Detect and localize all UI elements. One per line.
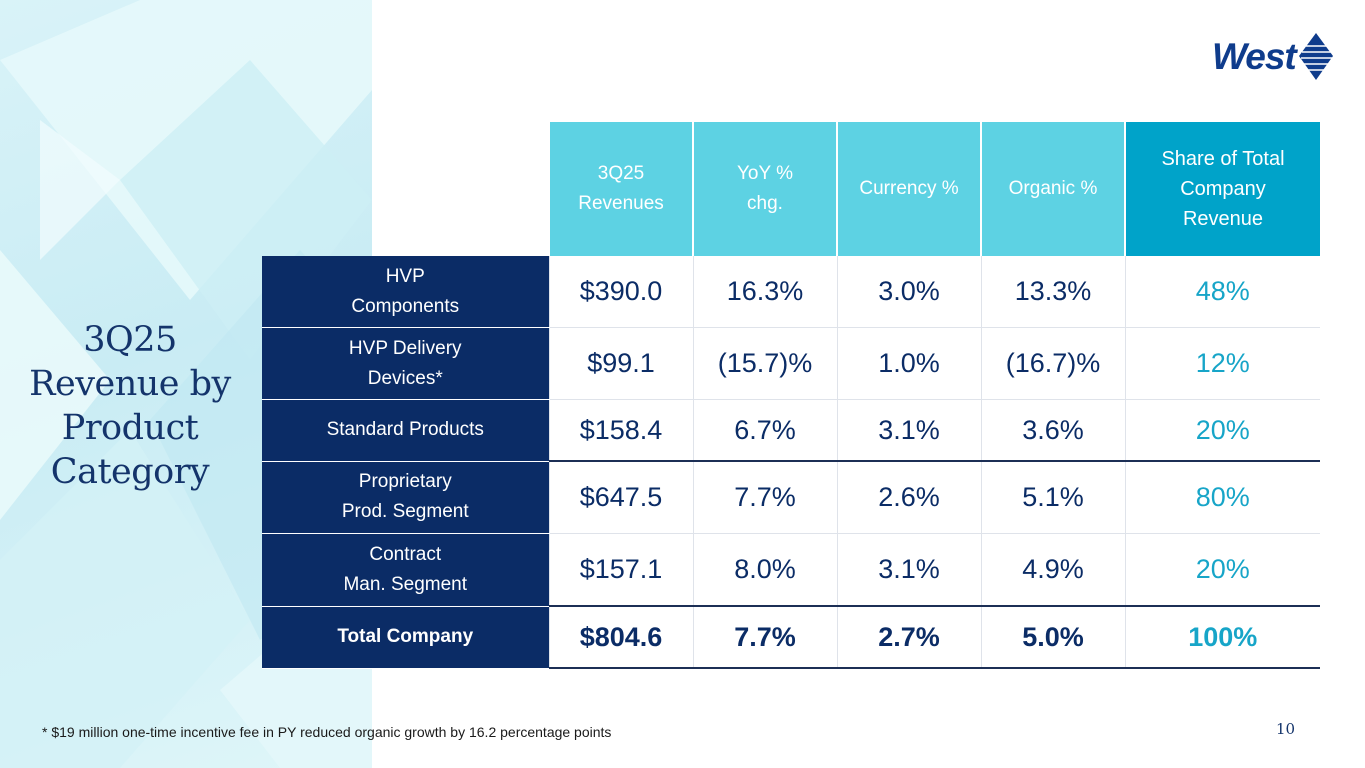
value-cell: $390.0 bbox=[548, 256, 693, 328]
title-line: 3Q25 bbox=[83, 320, 177, 360]
row-label: Total Company bbox=[262, 606, 549, 669]
value-cell: 7.7% bbox=[692, 606, 837, 669]
value-cell: 7.7% bbox=[692, 461, 837, 534]
table-row-total: Total Company $804.6 7.7% 2.7% 5.0% 100% bbox=[262, 606, 1320, 669]
value-cell: 13.3% bbox=[980, 256, 1125, 328]
value-cell: (16.7)% bbox=[980, 327, 1125, 400]
title-line: Category bbox=[50, 452, 210, 492]
value-cell: 16.3% bbox=[692, 256, 837, 328]
value-cell: 2.6% bbox=[836, 461, 981, 534]
value-cell: 3.0% bbox=[836, 256, 981, 328]
value-cell: $804.6 bbox=[548, 606, 693, 669]
share-cell: 48% bbox=[1124, 256, 1320, 328]
slide-title: 3Q25 Revenue by Product Category bbox=[20, 318, 240, 494]
value-cell: 5.1% bbox=[980, 461, 1125, 534]
value-cell: 3.1% bbox=[836, 399, 981, 462]
table-row: Standard Products $158.4 6.7% 3.1% 3.6% … bbox=[262, 399, 1320, 462]
table-row: HVP Components $390.0 16.3% 3.0% 13.3% 48… bbox=[262, 256, 1320, 328]
share-cell: 100% bbox=[1124, 606, 1320, 669]
header-blank-cell bbox=[262, 122, 549, 256]
value-cell: 4.9% bbox=[980, 533, 1125, 607]
value-cell: (15.7)% bbox=[692, 327, 837, 400]
logo-wordmark: West bbox=[1212, 36, 1297, 77]
share-cell: 12% bbox=[1124, 327, 1320, 400]
share-cell: 20% bbox=[1124, 399, 1320, 462]
share-cell: 20% bbox=[1124, 533, 1320, 607]
value-cell: 8.0% bbox=[692, 533, 837, 607]
value-cell: 3.1% bbox=[836, 533, 981, 607]
row-label: Contract Man. Segment bbox=[262, 533, 549, 607]
value-cell: 3.6% bbox=[980, 399, 1125, 462]
header-cell: Organic % bbox=[980, 122, 1125, 256]
page-number: 10 bbox=[1276, 720, 1296, 738]
revenue-table: 3Q25 Revenues YoY % chg. Currency % Organi… bbox=[262, 122, 1320, 669]
share-cell: 80% bbox=[1124, 461, 1320, 534]
table-row: Proprietary Prod. Segment $647.5 7.7% 2.6… bbox=[262, 461, 1320, 534]
row-label: Proprietary Prod. Segment bbox=[262, 461, 549, 534]
value-cell: $157.1 bbox=[548, 533, 693, 607]
table-row: HVP Delivery Devices* $99.1 (15.7)% 1.0% … bbox=[262, 327, 1320, 400]
footnote: * $19 million one-time incentive fee in … bbox=[42, 724, 612, 740]
value-cell: 1.0% bbox=[836, 327, 981, 400]
title-line: Revenue by bbox=[29, 364, 231, 404]
value-cell: 2.7% bbox=[836, 606, 981, 669]
header-cell: 3Q25 Revenues bbox=[548, 122, 693, 256]
header-cell: Currency % bbox=[836, 122, 981, 256]
value-cell: $647.5 bbox=[548, 461, 693, 534]
value-cell: $99.1 bbox=[548, 327, 693, 400]
header-cell-share: Share of Total Company Revenue bbox=[1124, 122, 1320, 256]
diamond-logo-icon bbox=[1299, 33, 1333, 80]
row-label: HVP Components bbox=[262, 256, 549, 328]
row-label: Standard Products bbox=[262, 399, 549, 462]
table-header-row: 3Q25 Revenues YoY % chg. Currency % Organi… bbox=[262, 122, 1320, 256]
title-line: Product bbox=[61, 408, 199, 448]
value-cell: 6.7% bbox=[692, 399, 837, 462]
table-row: Contract Man. Segment $157.1 8.0% 3.1% 4.… bbox=[262, 533, 1320, 607]
value-cell: 5.0% bbox=[980, 606, 1125, 669]
value-cell: $158.4 bbox=[548, 399, 693, 462]
west-logo: West bbox=[1212, 32, 1336, 82]
row-label: HVP Delivery Devices* bbox=[262, 327, 549, 400]
header-cell: YoY % chg. bbox=[692, 122, 837, 256]
